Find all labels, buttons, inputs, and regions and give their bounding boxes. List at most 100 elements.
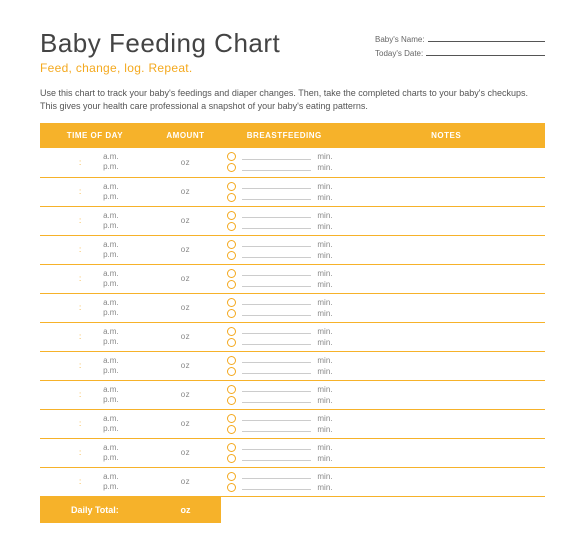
- amount-cell[interactable]: oz: [150, 148, 221, 177]
- bf-line[interactable]: [242, 415, 311, 421]
- breastfeeding-cell[interactable]: min.min.: [221, 148, 347, 177]
- circle-icon[interactable]: [227, 472, 236, 481]
- bf-line[interactable]: [242, 397, 311, 403]
- breastfeeding-cell[interactable]: min.min.: [221, 380, 347, 409]
- notes-cell[interactable]: [347, 351, 545, 380]
- breastfeeding-cell[interactable]: min.min.: [221, 264, 347, 293]
- notes-cell[interactable]: [347, 467, 545, 496]
- breastfeeding-cell[interactable]: min.min.: [221, 177, 347, 206]
- amount-cell[interactable]: oz: [150, 380, 221, 409]
- notes-cell[interactable]: [347, 264, 545, 293]
- circle-icon[interactable]: [227, 356, 236, 365]
- circle-icon[interactable]: [227, 193, 236, 202]
- time-cell[interactable]: :a.m.p.m.: [40, 206, 150, 235]
- bf-line[interactable]: [242, 241, 311, 247]
- breastfeeding-cell[interactable]: min.min.: [221, 293, 347, 322]
- baby-name-field[interactable]: [428, 34, 545, 42]
- circle-icon[interactable]: [227, 163, 236, 172]
- amount-cell[interactable]: oz: [150, 293, 221, 322]
- circle-icon[interactable]: [227, 240, 236, 249]
- circle-icon[interactable]: [227, 367, 236, 376]
- bf-line[interactable]: [242, 223, 311, 229]
- circle-icon[interactable]: [227, 211, 236, 220]
- breastfeeding-cell[interactable]: min.min.: [221, 409, 347, 438]
- time-cell[interactable]: :a.m.p.m.: [40, 235, 150, 264]
- time-cell[interactable]: :a.m.p.m.: [40, 264, 150, 293]
- circle-icon[interactable]: [227, 396, 236, 405]
- bf-line[interactable]: [242, 339, 311, 345]
- notes-cell[interactable]: [347, 235, 545, 264]
- notes-cell[interactable]: [347, 322, 545, 351]
- time-cell[interactable]: :a.m.p.m.: [40, 322, 150, 351]
- breastfeeding-cell[interactable]: min.min.: [221, 438, 347, 467]
- bf-line[interactable]: [242, 281, 311, 287]
- bf-line[interactable]: [242, 484, 311, 490]
- bf-line[interactable]: [242, 252, 311, 258]
- bf-line[interactable]: [242, 426, 311, 432]
- amount-cell[interactable]: oz: [150, 409, 221, 438]
- bf-line[interactable]: [242, 165, 311, 171]
- todays-date-field[interactable]: [426, 48, 545, 56]
- bf-line[interactable]: [242, 310, 311, 316]
- notes-cell[interactable]: [347, 148, 545, 177]
- breastfeeding-cell[interactable]: min.min.: [221, 322, 347, 351]
- time-cell[interactable]: :a.m.p.m.: [40, 438, 150, 467]
- time-cell[interactable]: :a.m.p.m.: [40, 467, 150, 496]
- amount-cell[interactable]: oz: [150, 438, 221, 467]
- bf-line[interactable]: [242, 455, 311, 461]
- breastfeeding-cell[interactable]: min.min.: [221, 206, 347, 235]
- notes-cell[interactable]: [347, 177, 545, 206]
- bf-line[interactable]: [242, 328, 311, 334]
- amount-cell[interactable]: oz: [150, 351, 221, 380]
- amount-cell[interactable]: oz: [150, 235, 221, 264]
- bf-line[interactable]: [242, 183, 311, 189]
- bf-line[interactable]: [242, 299, 311, 305]
- bf-line[interactable]: [242, 212, 311, 218]
- time-cell[interactable]: :a.m.p.m.: [40, 380, 150, 409]
- bf-line[interactable]: [242, 368, 311, 374]
- breastfeeding-cell[interactable]: min.min.: [221, 235, 347, 264]
- notes-cell[interactable]: [347, 380, 545, 409]
- bf-line[interactable]: [242, 386, 311, 392]
- circle-icon[interactable]: [227, 385, 236, 394]
- bf-line[interactable]: [242, 194, 311, 200]
- amount-cell[interactable]: oz: [150, 206, 221, 235]
- circle-icon[interactable]: [227, 483, 236, 492]
- circle-icon[interactable]: [227, 269, 236, 278]
- bf-line[interactable]: [242, 473, 311, 479]
- circle-icon[interactable]: [227, 414, 236, 423]
- bf-line[interactable]: [242, 357, 311, 363]
- time-cell[interactable]: :a.m.p.m.: [40, 409, 150, 438]
- breastfeeding-cell[interactable]: min.min.: [221, 351, 347, 380]
- bf-line[interactable]: [242, 270, 311, 276]
- bf-line[interactable]: [242, 444, 311, 450]
- circle-icon[interactable]: [227, 454, 236, 463]
- amount-cell[interactable]: oz: [150, 322, 221, 351]
- circle-icon[interactable]: [227, 443, 236, 452]
- circle-icon[interactable]: [227, 222, 236, 231]
- circle-icon[interactable]: [227, 182, 236, 191]
- time-cell[interactable]: :a.m.p.m.: [40, 148, 150, 177]
- time-cell[interactable]: :a.m.p.m.: [40, 177, 150, 206]
- circle-icon[interactable]: [227, 327, 236, 336]
- notes-cell[interactable]: [347, 409, 545, 438]
- circle-icon[interactable]: [227, 152, 236, 161]
- bf-line[interactable]: [242, 154, 311, 160]
- amount-cell[interactable]: oz: [150, 177, 221, 206]
- circle-icon[interactable]: [227, 338, 236, 347]
- breastfeeding-cell[interactable]: min.min.: [221, 467, 347, 496]
- notes-cell[interactable]: [347, 206, 545, 235]
- circle-icon[interactable]: [227, 425, 236, 434]
- circle-icon[interactable]: [227, 280, 236, 289]
- circle-icon[interactable]: [227, 309, 236, 318]
- notes-cell[interactable]: [347, 293, 545, 322]
- time-cell[interactable]: :a.m.p.m.: [40, 293, 150, 322]
- amount-cell[interactable]: oz: [150, 467, 221, 496]
- time-cell[interactable]: :a.m.p.m.: [40, 351, 150, 380]
- time-ampm: a.m.p.m.: [89, 269, 119, 289]
- circle-icon[interactable]: [227, 298, 236, 307]
- notes-cell[interactable]: [347, 438, 545, 467]
- amount-cell[interactable]: oz: [150, 264, 221, 293]
- pm-label: p.m.: [103, 482, 119, 492]
- circle-icon[interactable]: [227, 251, 236, 260]
